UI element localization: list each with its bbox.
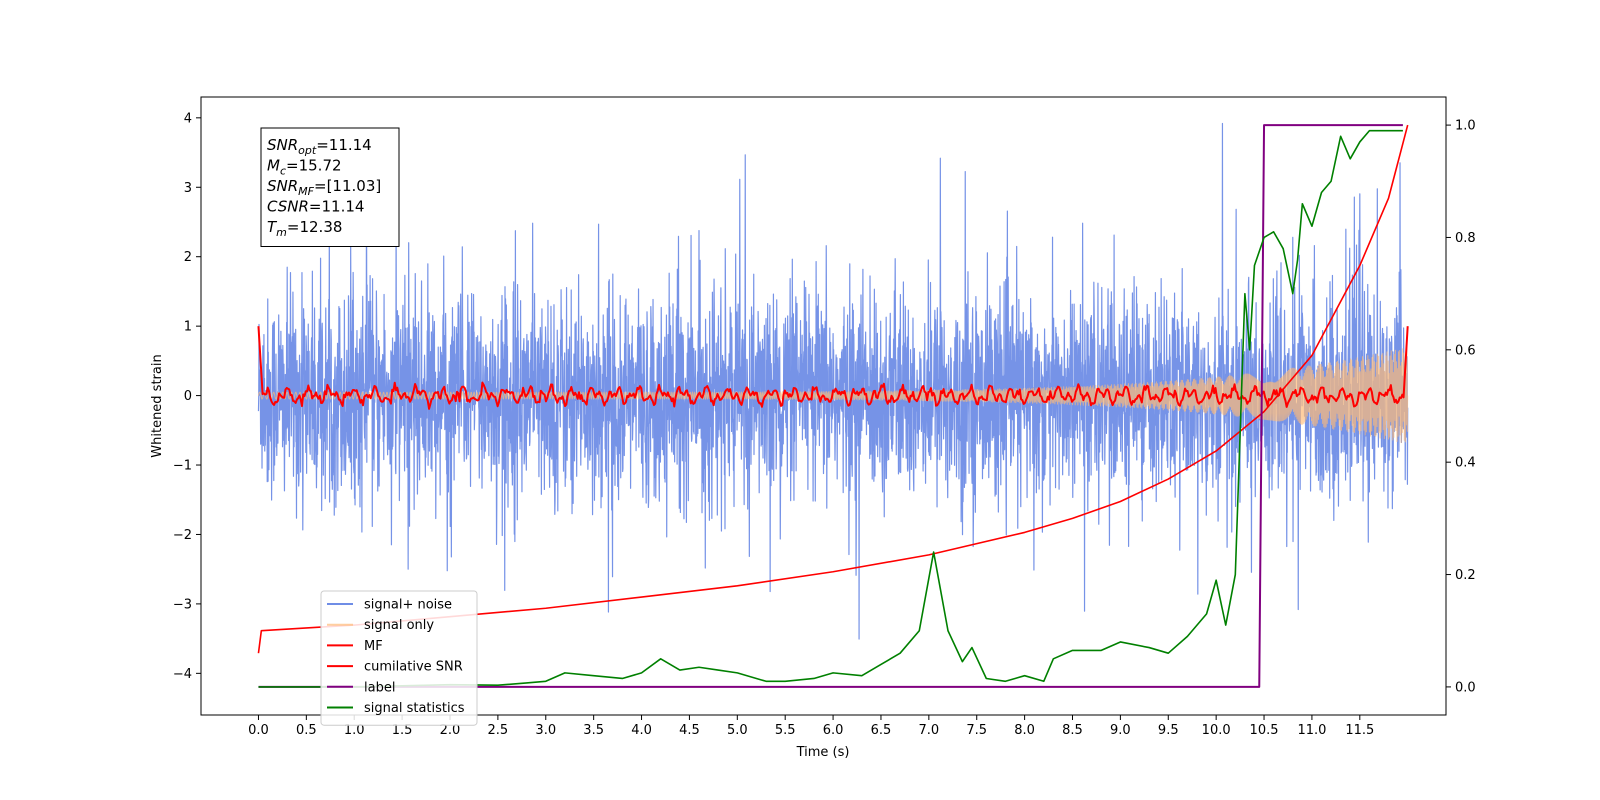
y-tick-label: 0 (184, 389, 192, 404)
y2-tick-label: 0.0 (1455, 680, 1476, 695)
annotation-box-frame (260, 127, 400, 247)
x-tick-label: 1.5 (392, 723, 413, 738)
y2-tick-label: 1.0 (1455, 119, 1476, 134)
stats-annotation-box: SNRopt=11.14Mc=15.72SNRMF=[11.03]CSNR=11… (260, 127, 400, 247)
x-axis: 0.0 0.5 1.0 1.5 2.0 2.5 3.0 3.5 4.0 4.5 5.0 5.5 6.0 6… (248, 715, 1374, 738)
series-mf (257, 326, 1409, 410)
x-tick-label: 3.0 (535, 723, 556, 738)
x-tick-label: 11.5 (1345, 723, 1374, 738)
x-tick-label: 8.0 (1014, 723, 1035, 738)
y2-tick-label: 0.8 (1455, 231, 1476, 246)
x-tick-label: 4.5 (679, 723, 700, 738)
x-tick-label: 2.0 (440, 723, 461, 738)
y-tick-label: −1 (173, 459, 192, 474)
legend-entry: signal only (364, 618, 434, 633)
y-axis-right: 0.0 0.2 0.4 0.6 0.8 1.0 (1446, 119, 1476, 695)
x-tick-label: 0.5 (296, 723, 317, 738)
x-tick-label: 6.0 (823, 723, 844, 738)
x-tick-label: 3.5 (583, 723, 604, 738)
x-tick-label: 5.0 (727, 723, 748, 738)
series-label (258, 124, 1403, 688)
x-axis-label: Time (s) (796, 745, 850, 760)
y-tick-label: −2 (173, 528, 192, 543)
annotation-line: Mc=15.72 (267, 157, 342, 178)
y2-tick-label: 0.4 (1455, 456, 1476, 471)
x-tick-label: 10.5 (1250, 723, 1279, 738)
legend-frame (320, 590, 478, 726)
x-tick-label: 7.0 (919, 723, 940, 738)
y-axis-label: Whitened strain (150, 354, 165, 457)
x-tick-label: 7.5 (966, 723, 987, 738)
x-tick-label: 9.0 (1110, 723, 1131, 738)
x-tick-label: 0.0 (248, 723, 269, 738)
x-tick-label: 6.5 (871, 723, 892, 738)
y2-tick-label: 0.6 (1455, 343, 1476, 358)
annotation-line: SNRopt=11.14 (267, 136, 372, 157)
y-tick-label: −3 (173, 597, 192, 612)
annotation-line: SNRMF=[11.03] (267, 177, 381, 198)
y-tick-label: 3 (184, 181, 192, 196)
x-tick-label: 8.5 (1062, 723, 1083, 738)
legend-entry: MF (364, 639, 383, 654)
legend-entry: signal statistics (364, 701, 465, 716)
legend: signal+ noise signal only MF cumilative SNR… (320, 590, 478, 726)
y-tick-label: 1 (184, 320, 192, 335)
legend-entry: label (364, 680, 395, 695)
annotation-line: Tm=12.38 (267, 218, 342, 239)
x-tick-label: 9.5 (1158, 723, 1179, 738)
annotation-line: CSNR=11.14 (267, 198, 364, 216)
x-tick-label: 11.0 (1297, 723, 1326, 738)
legend-entry: signal+ noise (364, 598, 452, 613)
x-tick-label: 1.0 (344, 723, 365, 738)
series-signal-statistics (258, 129, 1403, 688)
y-tick-label: 2 (184, 250, 192, 265)
x-tick-label: 4.0 (631, 723, 652, 738)
plot-frame (200, 96, 1447, 716)
y2-tick-label: 0.2 (1455, 568, 1476, 583)
x-tick-label: 5.5 (775, 723, 796, 738)
x-tick-label: 2.5 (488, 723, 509, 738)
legend-entry: cumilative SNR (364, 660, 463, 675)
x-tick-label: 10.0 (1202, 723, 1231, 738)
y-axis-left: −4 −3 −2 −1 0 1 2 3 4 (173, 111, 201, 682)
y-tick-label: −4 (173, 667, 192, 682)
y-tick-label: 4 (184, 111, 192, 126)
